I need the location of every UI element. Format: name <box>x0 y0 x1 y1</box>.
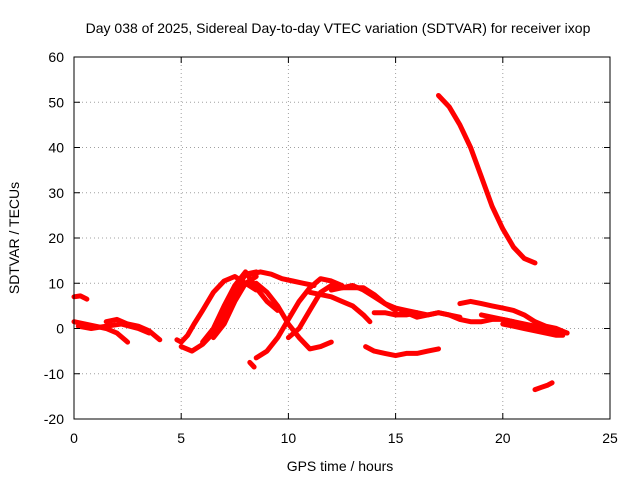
data-series-arc-4 <box>103 316 163 343</box>
data-series-arc-7 <box>200 269 281 345</box>
data-series-arc-1 <box>71 293 90 302</box>
y-tick-label: 20 <box>48 230 64 246</box>
data-series-arc-12 <box>253 276 345 361</box>
y-tick-label: 10 <box>48 275 64 291</box>
y-tick-label: 60 <box>48 49 64 65</box>
data-series-arc-9 <box>247 359 257 370</box>
data-series-arc-8 <box>210 274 259 341</box>
y-tick-label: -10 <box>44 366 64 382</box>
x-tick-label: 15 <box>388 430 404 446</box>
data-series-arc-21 <box>478 312 570 336</box>
data-series-arc-22 <box>500 321 566 338</box>
y-tick-label: 50 <box>48 94 64 110</box>
x-axis-label: GPS time / hours <box>287 458 394 474</box>
x-tick-label: 25 <box>602 430 618 446</box>
y-tick-label: 0 <box>56 321 64 337</box>
y-tick-label: 40 <box>48 140 64 156</box>
y-axis-label: SDTVAR / TECUs <box>6 182 22 294</box>
y-tick-label: -20 <box>44 411 64 427</box>
x-tick-label: 20 <box>495 430 511 446</box>
grid <box>74 57 610 419</box>
x-axis-ticks: 0 5 10 15 20 25 <box>70 57 618 446</box>
data-series-arc-17 <box>363 344 441 359</box>
data-series-arc-15 <box>328 283 420 316</box>
data-series-arc-23 <box>532 380 555 393</box>
chart-title: Day 038 of 2025, Sidereal Day-to-day VTE… <box>86 20 591 36</box>
y-tick-label: 30 <box>48 185 64 201</box>
data-series-arc-10 <box>247 269 317 288</box>
data-series-arc-14 <box>307 289 373 325</box>
data-marks <box>71 93 570 393</box>
data-series-arc-19 <box>436 93 538 266</box>
y-axis-ticks: -20 -10 0 10 20 30 40 50 60 <box>44 49 610 427</box>
x-tick-label: 5 <box>177 430 185 446</box>
x-tick-label: 10 <box>281 430 297 446</box>
x-tick-label: 0 <box>70 430 78 446</box>
